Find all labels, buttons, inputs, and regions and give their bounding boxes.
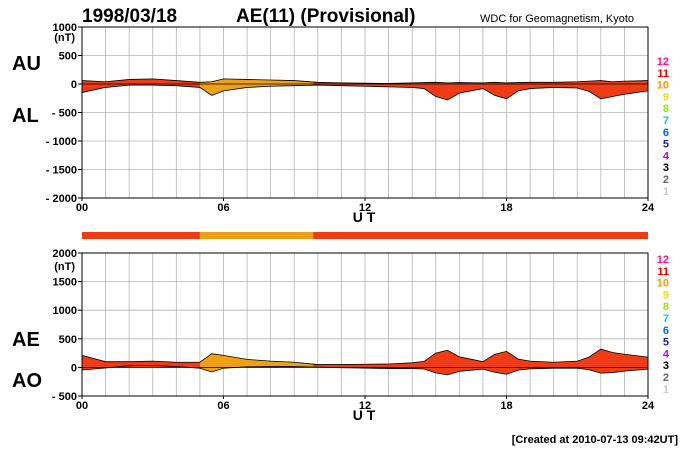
station-count-label: 5 <box>663 139 669 151</box>
y-tick-label: 1000 <box>53 22 77 34</box>
x-tick-label: 12 <box>359 400 371 412</box>
x-tick-label: 00 <box>76 400 88 412</box>
bottom-unit-label: (nT) <box>54 261 75 273</box>
station-count-label: 11 <box>657 68 669 80</box>
top-unit-label: (nT) <box>54 32 75 44</box>
top-x-axis-title: U T <box>353 209 376 225</box>
station-count-label: 2 <box>663 372 669 384</box>
x-tick-label: 06 <box>217 202 229 214</box>
au-line <box>81 78 649 84</box>
station-count-label: 2 <box>663 174 669 186</box>
au-area-partial <box>199 78 314 84</box>
station-count-label: 5 <box>663 337 669 349</box>
station-count-label: 3 <box>663 360 669 372</box>
y-tick-label: 1500 <box>53 277 77 289</box>
x-tick-label: 00 <box>76 202 88 214</box>
station-count-label: 9 <box>663 289 669 301</box>
ae-label: AE <box>12 329 40 351</box>
station-count-label: 7 <box>663 115 669 127</box>
station-count-label: 10 <box>657 80 669 92</box>
station-count-label: 1 <box>663 384 669 396</box>
coverage-segment <box>82 232 200 239</box>
x-tick-label: 24 <box>642 202 655 214</box>
y-tick-label: - 1500 <box>46 165 77 177</box>
station-count-label: 4 <box>663 348 670 360</box>
x-tick-label: 18 <box>500 400 512 412</box>
source-label: WDC for Geomagnetism, Kyoto <box>480 13 634 25</box>
bottom-x-axis-title: U T <box>353 407 376 423</box>
chart-title: AE(11) (Provisional) <box>236 6 416 27</box>
y-tick-label: 0 <box>71 362 77 374</box>
coverage-segment <box>313 232 648 239</box>
station-count-label: 11 <box>657 266 669 278</box>
station-count-label: 6 <box>663 127 669 139</box>
al-label: AL <box>12 105 39 127</box>
station-count-label: 12 <box>657 56 669 68</box>
al-area-partial <box>199 84 314 96</box>
y-tick-label: 0 <box>71 79 77 91</box>
ao-line <box>81 364 649 376</box>
y-tick-label: 500 <box>59 51 77 63</box>
coverage-bar <box>82 232 648 239</box>
ao-label: AO <box>12 370 42 392</box>
x-tick-label: 12 <box>359 202 371 214</box>
station-count-label: 6 <box>663 325 669 337</box>
ae-area-partial <box>199 353 314 368</box>
y-tick-label: 1000 <box>53 305 77 317</box>
coverage-segment <box>199 232 314 239</box>
created-timestamp: [Created at 2010-07-13 09:42UT] <box>512 434 679 446</box>
y-tick-label: 500 <box>59 334 77 346</box>
y-tick-label: - 2000 <box>46 193 77 205</box>
station-count-label: 8 <box>663 103 669 115</box>
station-count-label: 8 <box>663 301 669 313</box>
x-tick-label: 06 <box>217 400 229 412</box>
y-tick-label: - 500 <box>52 108 77 120</box>
station-count-label: 3 <box>663 162 669 174</box>
station-count-label: 12 <box>657 254 669 266</box>
station-count-label: 1 <box>663 186 669 198</box>
station-count-label: 10 <box>657 278 669 290</box>
x-tick-label: 18 <box>500 202 512 214</box>
station-count-label: 9 <box>663 91 669 103</box>
ae-line <box>81 348 649 365</box>
x-tick-label: 24 <box>642 400 655 412</box>
y-tick-label: - 500 <box>52 391 77 403</box>
station-count-label: 4 <box>663 150 670 162</box>
y-tick-label: 2000 <box>53 248 77 260</box>
y-tick-label: - 1000 <box>46 136 77 148</box>
al-line <box>81 84 649 101</box>
au-label: AU <box>12 53 41 75</box>
date-label: 1998/03/18 <box>82 6 177 27</box>
station-count-label: 7 <box>663 313 669 325</box>
